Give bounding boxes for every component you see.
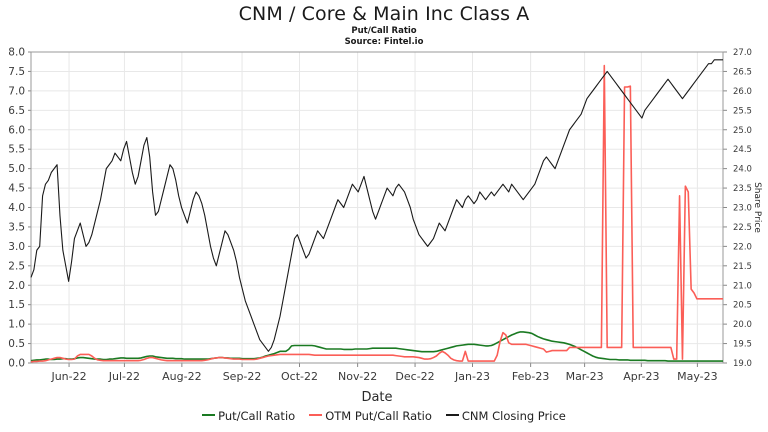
x-axis-tick-label: Dec-22 (395, 370, 434, 383)
page-title: CNM / Core & Main Inc Class A (238, 3, 530, 25)
x-axis-tick-label: Jul-22 (108, 370, 140, 383)
y-axis-left-tick-label: 0.5 (8, 338, 25, 350)
x-axis-tick-label: Jan-23 (454, 370, 490, 383)
legend-item[interactable]: Put/Call Ratio (202, 408, 295, 423)
y-axis-right-tick-label: 19.5 (733, 340, 752, 350)
y-axis-right-tick-label: 22.5 (733, 223, 752, 233)
y-axis-left-tick-label: 8.0 (8, 47, 25, 59)
x-axis-tick-label: Nov-22 (338, 370, 377, 383)
legend-label: CNM Closing Price (461, 408, 566, 423)
y-axis-right-tick-label: 22.0 (733, 242, 752, 252)
y-axis-left-tick-label: 1.5 (8, 299, 25, 311)
x-axis-tick-label: Jun-22 (50, 370, 86, 383)
chart-legend: Put/Call Ratio OTM Put/Call Ratio CNM Clos… (0, 408, 768, 423)
y-axis-right-tick-label: 19.0 (733, 359, 752, 369)
chart-subtitle: Put/Call Ratio (351, 26, 417, 36)
x-axis-tick-label: Aug-22 (162, 370, 201, 383)
x-axis-title: Date (361, 390, 392, 405)
y-axis-left-tick-label: 1.0 (8, 319, 25, 331)
y-axis-left-tick-label: 3.5 (8, 221, 25, 233)
y-axis-left-tick-label: 7.0 (8, 85, 25, 97)
series-line-otm-put-call-ratio (30, 64, 723, 363)
x-axis-tick-label: Feb-23 (512, 370, 549, 383)
x-axis-tick-label: Mar-23 (566, 370, 604, 383)
y-axis-left-tick-label: 3.0 (8, 241, 25, 253)
y-axis-left-tick-label: 6.5 (8, 105, 25, 117)
series-line-cnm-closing-price (30, 59, 723, 352)
x-axis-tick-label: Oct-22 (281, 370, 318, 383)
y-axis-right-tick-label: 26.5 (733, 67, 752, 77)
y-axis-left-tick-label: 4.5 (8, 183, 25, 195)
legend-color-swatch (445, 413, 459, 416)
x-axis-tick-label: Apr-23 (623, 370, 659, 383)
y-axis-left-tick-label: 2.5 (8, 260, 25, 272)
y-axis-left-tick-label: 7.5 (8, 66, 25, 78)
y-axis-right-tick-label: 23.0 (733, 204, 752, 214)
x-axis-tick-label: Sep-22 (223, 370, 262, 383)
legend-item[interactable]: OTM Put/Call Ratio (309, 408, 432, 423)
y-axis-left-tick-label: 6.0 (8, 124, 25, 136)
y-axis-right-tick-label: 21.0 (733, 281, 752, 291)
y-axis-right-tick-label: 20.5 (733, 301, 752, 311)
y-axis-right-tick-label: 27.0 (733, 48, 752, 58)
legend-label: Put/Call Ratio (218, 408, 296, 423)
y-axis-left-tick-label: 4.0 (8, 202, 25, 214)
legend-item[interactable]: CNM Closing Price (445, 408, 566, 423)
y-axis-right-tick-label: 25.5 (733, 106, 752, 116)
y-axis-right-tick-label: 21.5 (733, 262, 752, 272)
chart-header: CNM / Core & Main Inc Class A Put/Call R… (0, 2, 768, 48)
y-axis-right-tick-label: 24.0 (733, 165, 752, 175)
y-axis-left-tick-label: 5.5 (8, 144, 25, 156)
legend-color-swatch (309, 413, 323, 416)
y-axis-right-tick-label: 23.5 (733, 184, 752, 194)
y-axis-left-tick-label: 5.0 (8, 163, 25, 175)
y-axis-right-tick-label: 25.0 (733, 126, 752, 136)
chart-source: Source: Fintel.io (344, 37, 424, 47)
series-line-put-call-ratio (30, 331, 723, 362)
y-axis-right-tick-label: 20.0 (733, 320, 752, 330)
y-axis-right-tick-label: 24.5 (733, 145, 752, 155)
y-axis-left-tick-label: 0.0 (8, 358, 25, 370)
y-axis-right-tick-label: 26.0 (733, 87, 752, 97)
legend-color-swatch (202, 413, 216, 416)
x-axis-tick-label: May-23 (677, 370, 718, 383)
y-axis-left-tick-label: 2.0 (8, 280, 25, 292)
plot-border (30, 51, 724, 364)
y-axis-right-title: Share Price (752, 182, 762, 233)
legend-label: OTM Put/Call Ratio (325, 408, 432, 423)
